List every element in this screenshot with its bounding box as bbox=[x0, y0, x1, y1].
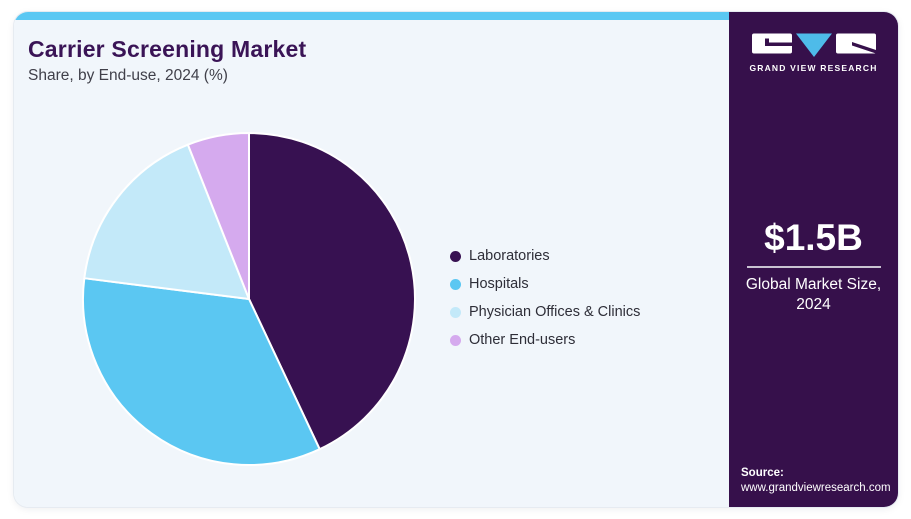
page-subtitle: Share, by End-use, 2024 (%) bbox=[28, 67, 228, 84]
accent-top-bar bbox=[14, 12, 729, 20]
chart-panel: Carrier Screening Market Share, by End-u… bbox=[14, 12, 729, 507]
report-card: Carrier Screening Market Share, by End-u… bbox=[14, 12, 898, 507]
gvr-logo-icon bbox=[751, 33, 876, 57]
pie-slice-physician-offices-clinics bbox=[83, 143, 250, 300]
market-size-label: Global Market Size, 2024 bbox=[729, 275, 898, 316]
page-title: Carrier Screening Market bbox=[28, 36, 307, 62]
legend-item-other-end-users: Other End-users bbox=[450, 326, 640, 354]
pie-slice-hospitals bbox=[82, 277, 321, 466]
market-size-label-line1: Global Market Size, bbox=[745, 275, 882, 293]
gvr-logo: GRAND VIEW RESEARCH bbox=[749, 33, 877, 73]
legend-label: Other End-users bbox=[469, 332, 576, 348]
brand-sidebar: GRAND VIEW RESEARCH $1.5B Global Market … bbox=[729, 12, 898, 507]
source-url: www.grandviewresearch.com bbox=[741, 482, 891, 495]
chart-legend: Laboratories Hospitals Physician Offices… bbox=[450, 242, 640, 354]
legend-item-physician-offices: Physician Offices & Clinics bbox=[450, 298, 640, 326]
metric-divider bbox=[746, 265, 881, 268]
chart-header: Carrier Screening Market Share, by End-u… bbox=[28, 36, 306, 85]
legend-label: Physician Offices & Clinics bbox=[469, 304, 641, 320]
pie-slice-other-end-users bbox=[186, 132, 250, 300]
legend-label: Hospitals bbox=[469, 276, 529, 292]
legend-item-laboratories: Laboratories bbox=[450, 242, 640, 270]
source-label: Source: bbox=[741, 466, 784, 479]
market-size-label-line2: 2024 bbox=[796, 296, 831, 314]
legend-item-hospitals: Hospitals bbox=[450, 270, 640, 298]
pie-chart-svg bbox=[82, 132, 416, 466]
legend-dot-hospitals bbox=[450, 278, 461, 290]
market-size-metric: $1.5B Global Market Size, 2024 bbox=[729, 217, 898, 316]
market-size-value: $1.5B bbox=[764, 217, 863, 258]
legend-label: Laboratories bbox=[469, 248, 550, 264]
pie-chart bbox=[81, 131, 417, 467]
legend-dot-laboratories bbox=[450, 250, 461, 262]
legend-dot-other-end-users bbox=[450, 334, 461, 346]
legend-dot-physician-offices bbox=[450, 306, 461, 318]
source-block: Source: www.grandviewresearch.com bbox=[741, 466, 891, 497]
pie-slice-laboratories bbox=[248, 132, 416, 451]
gvr-logo-text: GRAND VIEW RESEARCH bbox=[749, 63, 878, 73]
